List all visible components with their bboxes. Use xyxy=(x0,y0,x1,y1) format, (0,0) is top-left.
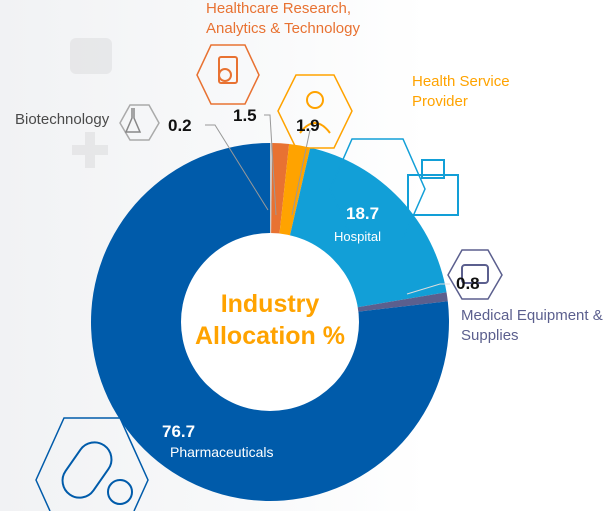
label-hospital: Hospital xyxy=(334,229,381,244)
flask-glyph xyxy=(124,108,142,133)
flask-plant-icon xyxy=(119,104,160,141)
bg-cross-icon-v xyxy=(85,132,95,168)
bg-cross-icon xyxy=(72,145,108,155)
label-health-service: Health Service Provider xyxy=(412,73,510,110)
value-health-service: 1.9 xyxy=(296,116,320,135)
bg-medkit-icon xyxy=(70,38,112,74)
value-hospital: 18.7 xyxy=(346,204,380,223)
leader-biotechnology xyxy=(205,124,269,211)
center-title: Industry Allocation % xyxy=(194,290,345,350)
doctor-body-glyph xyxy=(299,122,331,134)
clipboard-glyph xyxy=(218,56,238,84)
value-medical-equipment: 0.8 xyxy=(456,274,480,293)
label-biotechnology: Biotechnology xyxy=(15,111,110,128)
hospital-building-icon xyxy=(329,138,426,240)
label-pharmaceuticals: Pharmaceuticals xyxy=(170,444,274,460)
pill-capsule-icon xyxy=(35,417,149,511)
capsule-glyph xyxy=(61,441,113,499)
hospital-cross-box xyxy=(421,159,445,179)
clipboard-magnifier-icon xyxy=(196,44,260,105)
donut-hole xyxy=(181,233,359,411)
doctor-head-glyph xyxy=(306,91,324,109)
doctor-icon xyxy=(277,74,353,149)
magnifier-glyph xyxy=(218,68,232,82)
value-pharmaceuticals: 76.7 xyxy=(162,422,196,441)
value-biotechnology: 0.2 xyxy=(168,116,192,135)
hospital-glyph xyxy=(407,174,459,216)
medical-kit-icon xyxy=(447,249,503,300)
leader-health-service xyxy=(291,129,311,216)
leader-medical-equipment xyxy=(406,283,450,295)
kit-glyph xyxy=(461,264,489,284)
label-research: Healthcare Research, Analytics & Technol… xyxy=(206,0,360,37)
leader-research xyxy=(264,114,277,216)
label-medical-equipment: Medical Equipment & Supplies xyxy=(461,307,603,344)
tablet-glyph xyxy=(107,479,133,505)
value-research: 1.5 xyxy=(233,106,257,125)
